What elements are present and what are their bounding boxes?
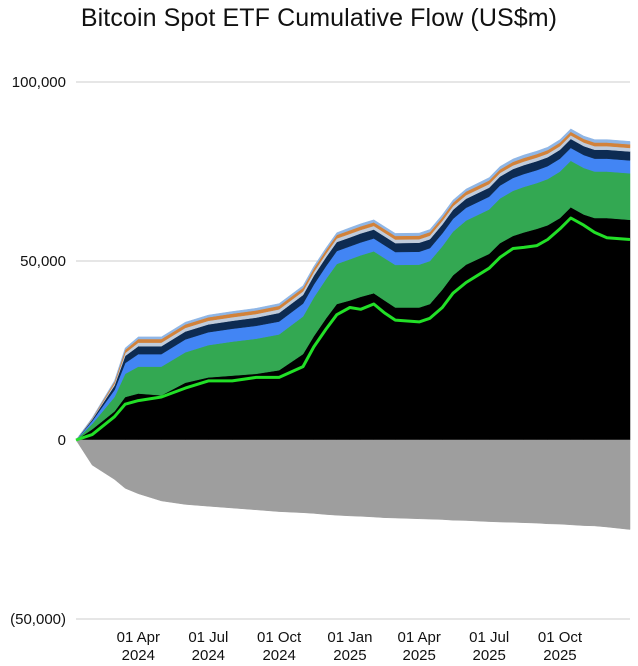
net-flow-line [75,216,631,442]
y-tick-label: 100,000 [12,74,66,91]
x-tick-label-month: 01 Apr [117,629,160,646]
x-tick-label-year: 2025 [333,647,366,664]
net-flow-line-group [75,216,631,442]
x-tick-label-year: 2025 [473,647,506,664]
x-tick-label-month: 01 Oct [257,629,302,646]
x-tick-label-year: 2024 [192,647,225,664]
x-tick-label-month: 01 Jan [327,629,372,646]
x-tick-label-year: 2025 [402,647,435,664]
x-tick-label-year: 2024 [262,647,295,664]
stacked-areas [75,128,631,530]
y-tick-label: 0 [58,432,66,449]
x-tick-label-year: 2025 [543,647,576,664]
y-tick-label: 50,000 [20,253,66,270]
negative-area-series-0 [75,439,631,530]
x-tick-label-month: 01 Jul [469,629,509,646]
x-tick-label-month: 01 Apr [397,629,440,646]
area-series-6 [75,128,631,441]
x-tick-label-month: 01 Oct [538,629,583,646]
x-tick-label-month: 01 Jul [188,629,228,646]
y-tick-label: (50,000) [10,611,66,628]
x-tick-label-year: 2024 [122,647,155,664]
y-axis-tick-labels: 100,000 50,000 0 (50,000) [10,74,66,628]
chart-title: Bitcoin Spot ETF Cumulative Flow (US$m) [80,4,558,32]
